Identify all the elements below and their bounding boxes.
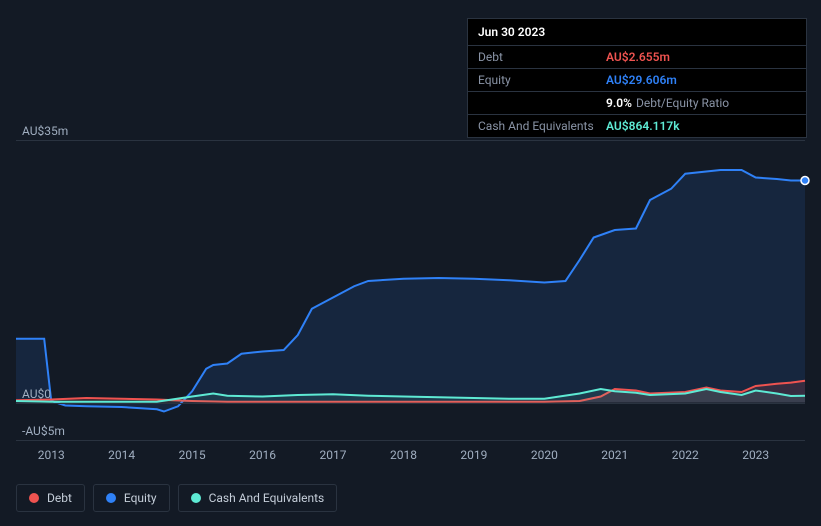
- legend-label: Cash And Equivalents: [209, 491, 325, 505]
- legend-item[interactable]: Debt: [16, 484, 85, 512]
- tooltip-row: EquityAU$29.606m: [468, 69, 806, 92]
- tooltip-extra: Debt/Equity Ratio: [636, 96, 729, 110]
- x-axis-label: 2014: [108, 448, 135, 462]
- tooltip-value: AU$2.655m: [606, 50, 670, 64]
- equity-end-marker: [801, 177, 809, 185]
- tooltip-value: AU$864.117k: [606, 119, 680, 133]
- legend-swatch: [29, 493, 39, 503]
- tooltip-label: Equity: [478, 73, 606, 87]
- x-axis-label: 2019: [460, 448, 487, 462]
- tooltip-label: Debt: [478, 50, 606, 64]
- tooltip-row: DebtAU$2.655m: [468, 46, 806, 69]
- y-axis-label: AU$35m: [22, 124, 68, 138]
- x-axis-label: 2015: [179, 448, 206, 462]
- x-axis-label: 2023: [742, 448, 769, 462]
- legend: Debt Equity Cash And Equivalents: [16, 484, 337, 512]
- x-axis-label: 2013: [38, 448, 65, 462]
- tooltip-value: AU$29.606m: [606, 73, 677, 87]
- grid-line: [16, 440, 805, 441]
- grid-line: [16, 403, 805, 404]
- tooltip-value: 9.0%: [606, 96, 632, 110]
- x-axis-label: 2017: [320, 448, 347, 462]
- legend-item[interactable]: Cash And Equivalents: [178, 484, 338, 512]
- x-axis-label: 2021: [601, 448, 628, 462]
- legend-label: Debt: [47, 491, 72, 505]
- tooltip-label: Cash And Equivalents: [478, 119, 606, 133]
- x-axis-label: 2016: [249, 448, 276, 462]
- y-axis-label: AU$0: [22, 387, 51, 401]
- chart-tooltip: Jun 30 2023 DebtAU$2.655mEquityAU$29.606…: [467, 18, 807, 138]
- equity-area: [16, 170, 805, 412]
- grid-line: [16, 140, 805, 141]
- legend-item[interactable]: Equity: [93, 484, 170, 512]
- x-axis-label: 2020: [531, 448, 558, 462]
- x-axis-label: 2018: [390, 448, 417, 462]
- tooltip-row: 9.0% Debt/Equity Ratio: [468, 92, 806, 115]
- x-axis-label: 2022: [672, 448, 699, 462]
- legend-swatch: [106, 493, 116, 503]
- legend-label: Equity: [124, 491, 157, 505]
- tooltip-row: Cash And EquivalentsAU$864.117k: [468, 115, 806, 137]
- y-axis-label: -AU$5m: [22, 424, 65, 438]
- legend-swatch: [191, 493, 201, 503]
- tooltip-label: [478, 96, 606, 110]
- tooltip-date: Jun 30 2023: [468, 19, 806, 46]
